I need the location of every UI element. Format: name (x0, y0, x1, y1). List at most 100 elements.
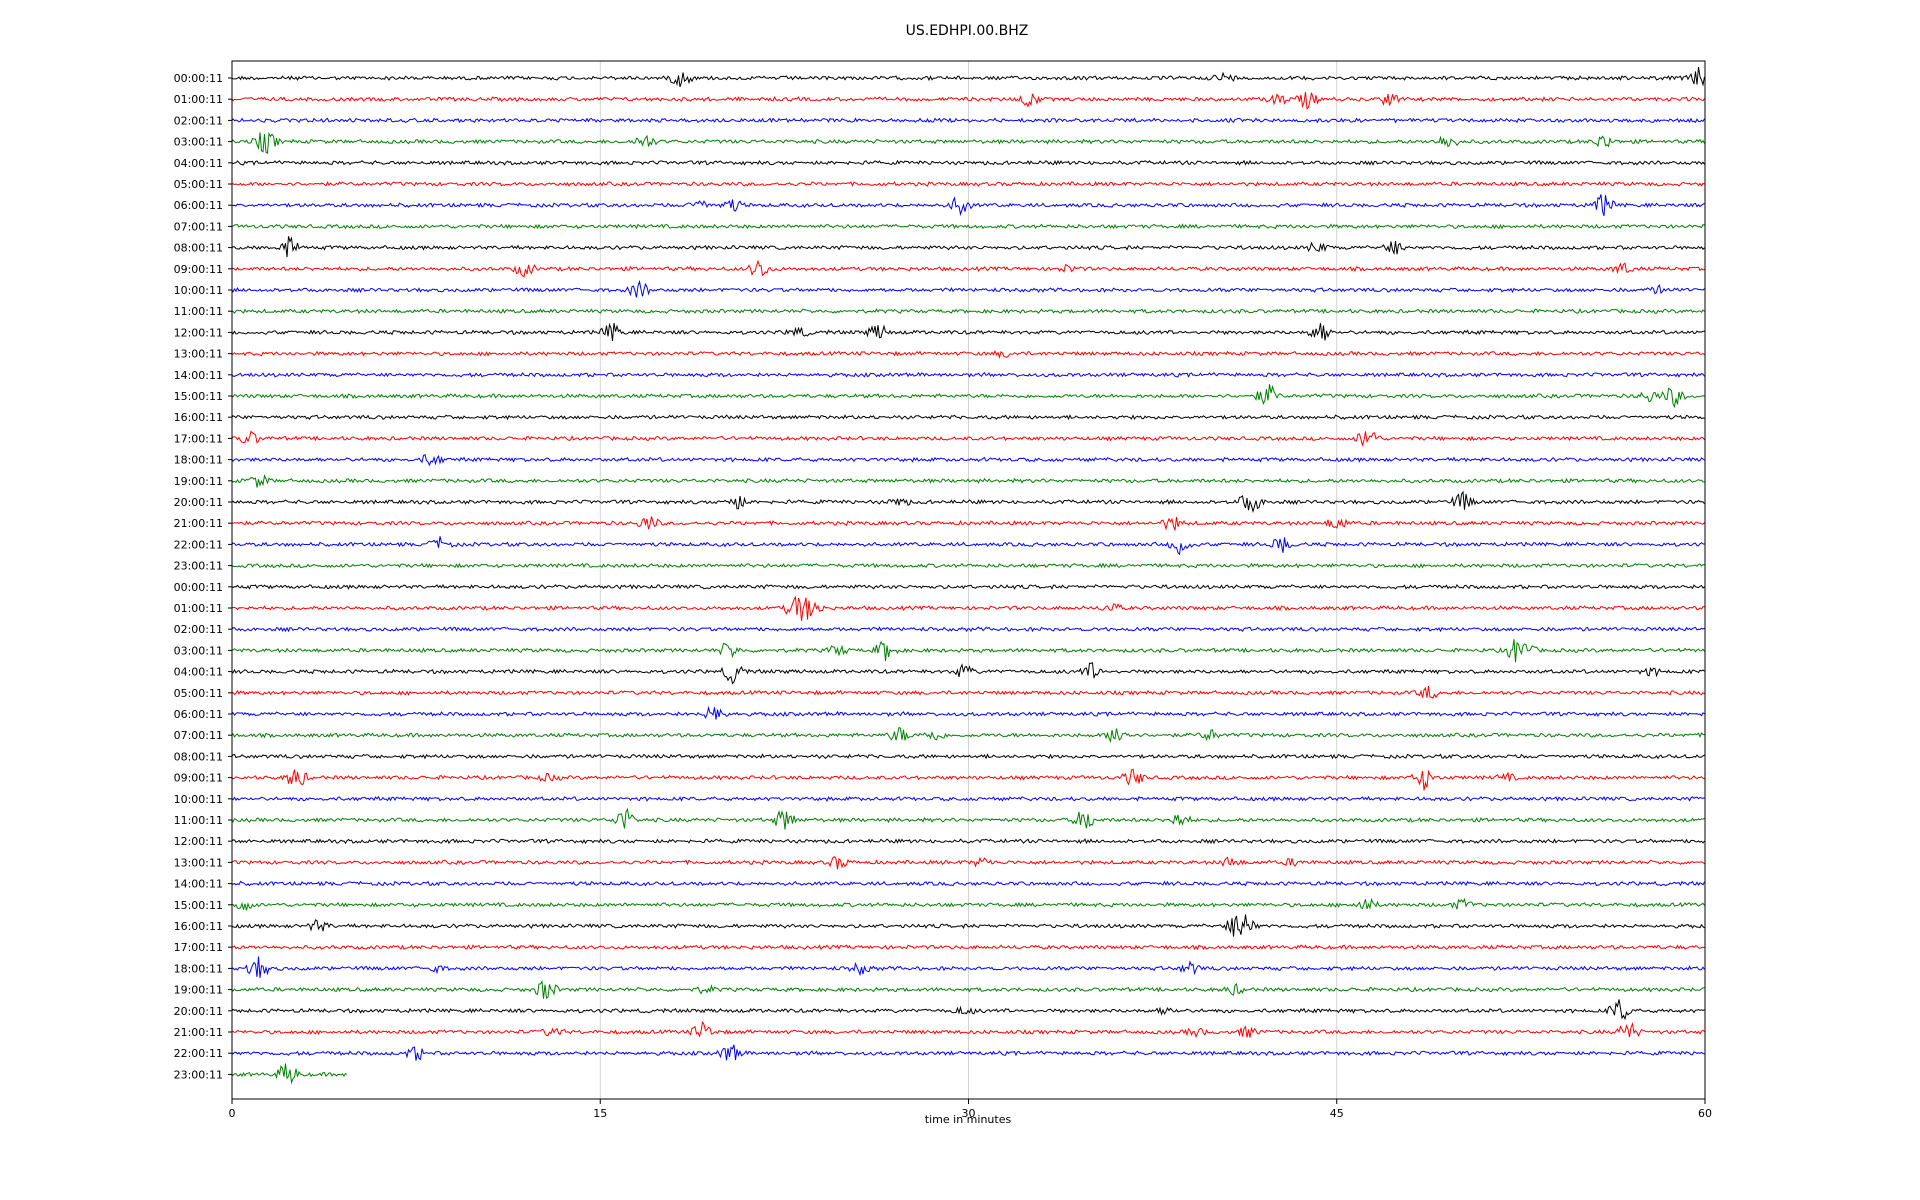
trace-0 (231, 67, 1705, 88)
row-label-15: 15:00:11 (174, 390, 223, 403)
trace-15 (231, 384, 1705, 409)
trace-32 (231, 753, 1705, 760)
x-tick-label-1: 15 (593, 1107, 607, 1120)
row-label-2: 02:00:11 (174, 114, 223, 127)
trace-9 (231, 259, 1705, 278)
trace-16 (231, 414, 1705, 421)
trace-33 (231, 768, 1705, 791)
trace-35 (231, 807, 1705, 830)
row-label-35: 11:00:11 (174, 814, 223, 827)
trace-36 (231, 838, 1705, 845)
row-label-4: 04:00:11 (174, 157, 223, 170)
row-label-23: 23:00:11 (174, 560, 223, 573)
row-label-47: 23:00:11 (174, 1068, 223, 1081)
row-label-33: 09:00:11 (174, 772, 223, 785)
row-label-20: 20:00:11 (174, 496, 223, 509)
row-label-5: 05:00:11 (174, 178, 223, 191)
trace-37 (231, 856, 1705, 870)
trace-1 (231, 91, 1705, 110)
trace-24 (231, 583, 1705, 590)
trace-3 (231, 132, 1705, 155)
row-label-36: 12:00:11 (174, 835, 223, 848)
x-tick-label-2: 30 (962, 1107, 976, 1120)
row-label-39: 15:00:11 (174, 899, 223, 912)
trace-18 (231, 453, 1705, 467)
row-label-6: 06:00:11 (174, 199, 223, 212)
trace-34 (231, 795, 1705, 802)
trace-6 (231, 194, 1705, 217)
trace-39 (231, 897, 1705, 911)
trace-43 (231, 979, 1705, 999)
row-label-3: 03:00:11 (174, 136, 223, 149)
row-label-45: 21:00:11 (174, 1026, 223, 1039)
row-label-17: 17:00:11 (174, 432, 223, 445)
trace-28 (231, 662, 1705, 685)
trace-45 (231, 1020, 1705, 1039)
row-label-1: 01:00:11 (174, 93, 223, 106)
trace-5 (231, 180, 1705, 187)
trace-26 (231, 626, 1705, 633)
row-label-21: 21:00:11 (174, 517, 223, 530)
seismogram-traces (231, 67, 1705, 1085)
trace-38 (231, 880, 1705, 887)
row-label-41: 17:00:11 (174, 941, 223, 954)
row-label-42: 18:00:11 (174, 962, 223, 975)
chart-title: US.EDHPI.00.BHZ (906, 23, 1029, 39)
trace-47 (231, 1063, 348, 1085)
trace-40 (231, 914, 1705, 937)
row-label-12: 12:00:11 (174, 326, 223, 339)
trace-21 (231, 516, 1705, 531)
row-label-14: 14:00:11 (174, 369, 223, 382)
trace-25 (231, 595, 1705, 621)
row-label-8: 08:00:11 (174, 242, 223, 255)
row-label-25: 01:00:11 (174, 602, 223, 615)
row-label-28: 04:00:11 (174, 666, 223, 679)
trace-8 (231, 236, 1705, 258)
row-label-26: 02:00:11 (174, 623, 223, 636)
row-label-32: 08:00:11 (174, 750, 223, 763)
trace-7 (231, 223, 1705, 230)
trace-20 (231, 490, 1705, 514)
row-label-22: 22:00:11 (174, 538, 223, 551)
trace-4 (231, 159, 1705, 166)
row-label-16: 16:00:11 (174, 411, 223, 424)
trace-30 (231, 705, 1705, 720)
trace-19 (231, 474, 1705, 488)
trace-10 (231, 279, 1705, 298)
row-label-18: 18:00:11 (174, 454, 223, 467)
row-label-7: 07:00:11 (174, 220, 223, 233)
x-tick-label-0: 0 (229, 1107, 236, 1120)
row-label-43: 19:00:11 (174, 984, 223, 997)
row-label-10: 10:00:11 (174, 284, 223, 297)
row-label-46: 22:00:11 (174, 1047, 223, 1060)
row-label-38: 14:00:11 (174, 878, 223, 891)
trace-12 (231, 322, 1705, 342)
row-label-30: 06:00:11 (174, 708, 223, 721)
row-label-40: 16:00:11 (174, 920, 223, 933)
trace-44 (231, 999, 1705, 1021)
row-label-13: 13:00:11 (174, 348, 223, 361)
row-label-31: 07:00:11 (174, 729, 223, 742)
trace-14 (231, 371, 1705, 378)
trace-23 (231, 562, 1705, 569)
trace-11 (231, 307, 1705, 315)
x-tick-label-3: 45 (1330, 1107, 1344, 1120)
row-label-34: 10:00:11 (174, 793, 223, 806)
trace-41 (231, 944, 1705, 951)
row-label-44: 20:00:11 (174, 1005, 223, 1018)
trace-42 (231, 956, 1705, 978)
trace-29 (231, 686, 1705, 699)
row-label-24: 00:00:11 (174, 581, 223, 594)
row-label-29: 05:00:11 (174, 687, 223, 700)
trace-31 (231, 726, 1705, 744)
row-label-27: 03:00:11 (174, 644, 223, 657)
vertical-gridlines (599, 61, 1338, 1099)
trace-17 (231, 430, 1705, 447)
trace-46 (231, 1044, 1705, 1061)
trace-13 (231, 349, 1705, 360)
row-label-11: 11:00:11 (174, 305, 223, 318)
row-label-9: 09:00:11 (174, 263, 223, 276)
row-label-19: 19:00:11 (174, 475, 223, 488)
row-label-37: 13:00:11 (174, 856, 223, 869)
